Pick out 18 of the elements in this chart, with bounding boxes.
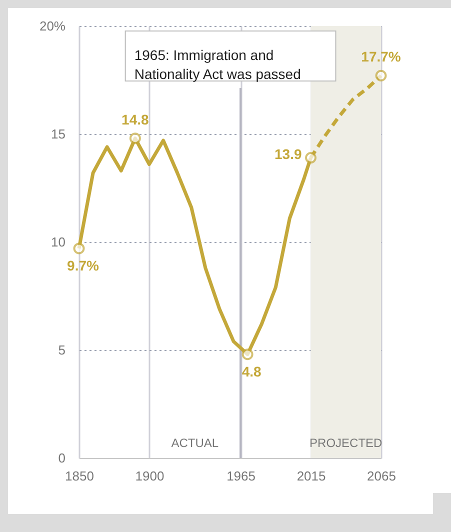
x-tick-label: 1850 bbox=[65, 468, 94, 484]
x-tick-label: 2015 bbox=[296, 468, 326, 484]
annotation: ACTUAL bbox=[171, 436, 219, 450]
x-tick-label: 2065 bbox=[367, 468, 396, 484]
y-tick-label: 5 bbox=[58, 342, 66, 358]
y-tick-label: 0 bbox=[58, 450, 66, 466]
y-tick-label: 10 bbox=[51, 234, 66, 250]
y-tick-label: 20% bbox=[39, 18, 66, 34]
data-label: 13.9 bbox=[274, 146, 302, 162]
ref-line-label: 1965: Immigration and Nationality Act was passed bbox=[134, 47, 301, 82]
data-label: 17.7% bbox=[361, 48, 402, 65]
x-tick-label: 1900 bbox=[135, 468, 164, 484]
data-label: 9.7% bbox=[67, 257, 100, 274]
y-tick-label: 15 bbox=[51, 126, 66, 142]
band-label: PROJECTED bbox=[310, 436, 383, 450]
x-tick-label: 1965 bbox=[226, 468, 256, 484]
data-label: 4.8 bbox=[242, 363, 262, 380]
data-label: 14.8 bbox=[122, 111, 150, 128]
